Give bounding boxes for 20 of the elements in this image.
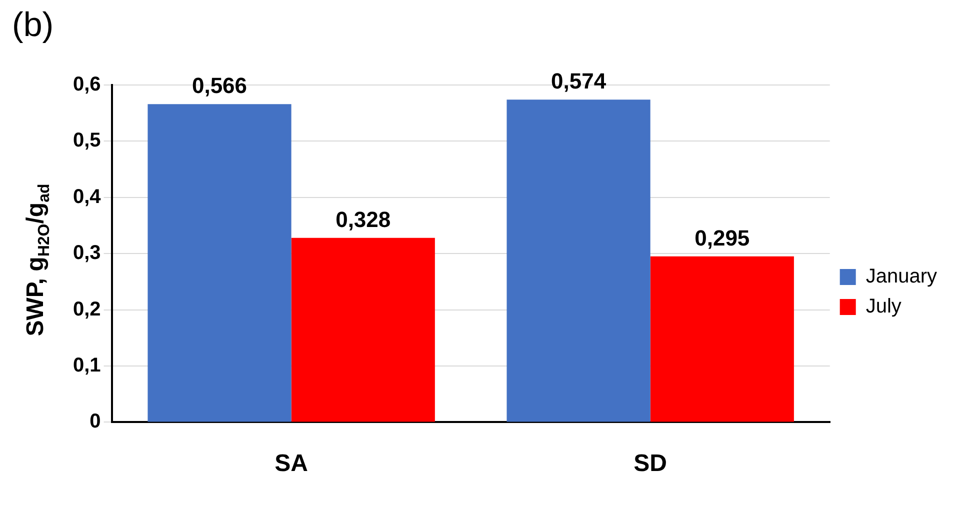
y-tick-label: 0 xyxy=(90,410,101,433)
y-tick-label: 0,4 xyxy=(72,186,102,208)
x-tick-label: SA xyxy=(274,450,308,478)
data-label: 0,295 xyxy=(694,225,750,250)
chart-title: (b) xyxy=(12,6,54,45)
legend-label: July xyxy=(866,296,902,318)
data-label: 0,328 xyxy=(336,206,391,232)
bar xyxy=(291,238,435,422)
bar xyxy=(148,104,292,422)
y-tick-label: 0,5 xyxy=(72,130,101,152)
y-tick-label: 0,6 xyxy=(72,74,101,96)
y-tick-label: 0,1 xyxy=(72,354,101,377)
data-label: 0,566 xyxy=(192,73,248,98)
bar xyxy=(506,100,650,422)
y-tick-label: 0,2 xyxy=(72,298,101,320)
y-tick-label: 0,3 xyxy=(72,242,101,264)
x-tick-label: SD xyxy=(634,450,668,478)
legend-label: January xyxy=(866,266,938,288)
bar xyxy=(650,256,794,422)
data-label: 0,574 xyxy=(551,68,607,94)
